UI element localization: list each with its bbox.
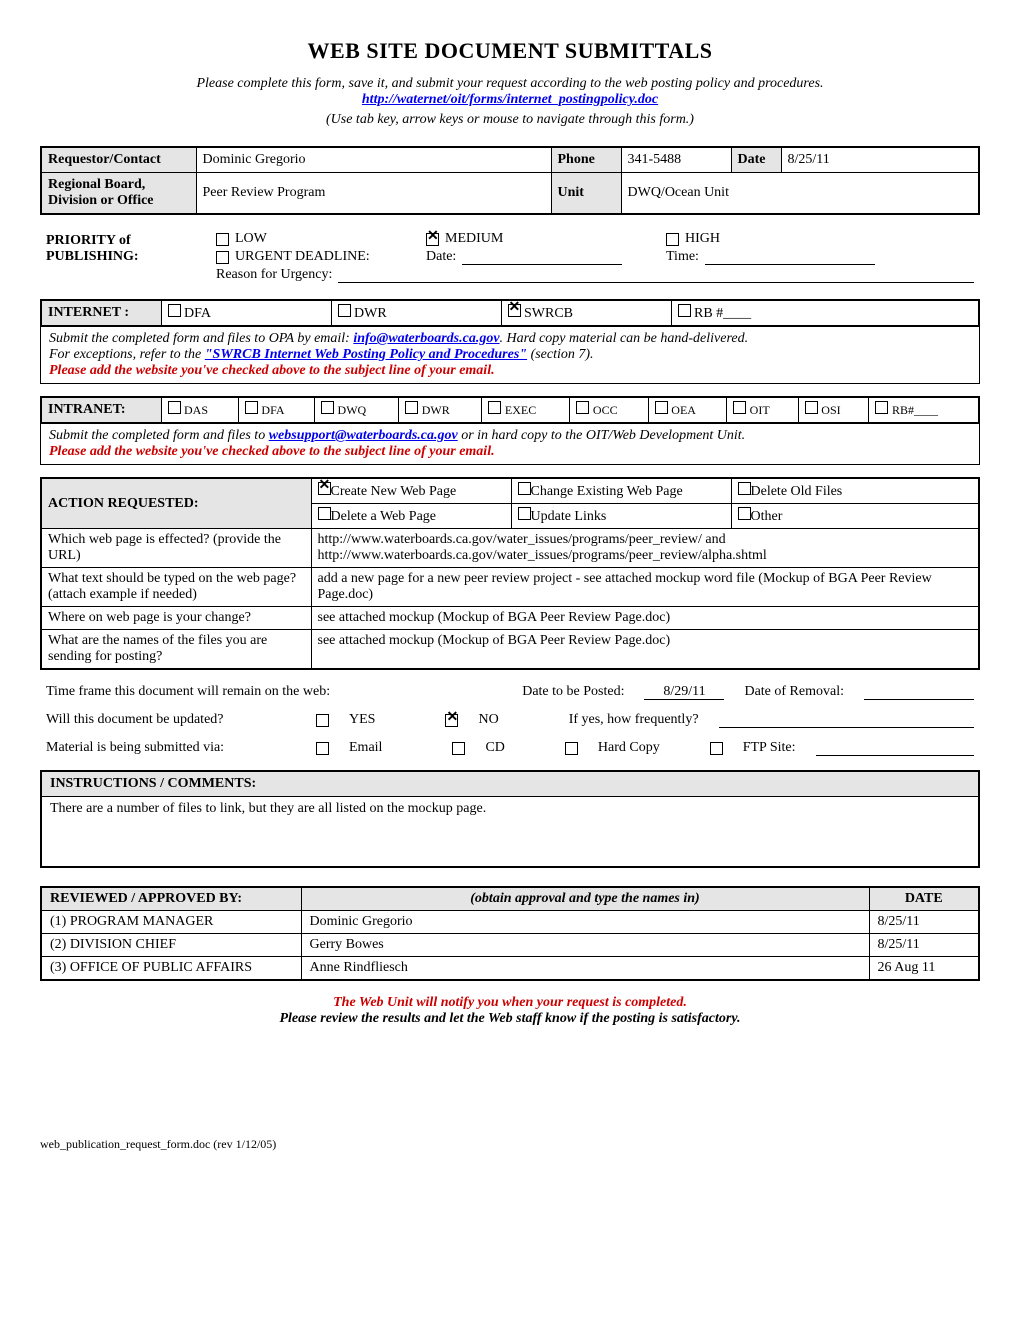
regional-value: Peer Review Program: [196, 173, 551, 215]
submitted-row: Material is being submitted via: Email C…: [40, 734, 980, 762]
checkbox-delete-files[interactable]: [738, 482, 751, 495]
checkbox-osi[interactable]: [805, 401, 818, 414]
checkbox-urgent[interactable]: [216, 251, 229, 264]
checkbox-rb[interactable]: [678, 304, 691, 317]
checkbox-no[interactable]: [445, 714, 458, 727]
intro-text: Please complete this form, save it, and …: [40, 76, 980, 108]
checkbox-email[interactable]: [316, 742, 329, 755]
answer-where: see attached mockup (Mockup of BGA Peer …: [311, 607, 979, 630]
phone-label: Phone: [551, 147, 621, 173]
checkbox-oea[interactable]: [655, 401, 668, 414]
checkbox-das[interactable]: [168, 401, 181, 414]
checkbox-cd[interactable]: [452, 742, 465, 755]
checkbox-swrcb[interactable]: [508, 304, 521, 317]
action-table: ACTION REQUESTED: Create New Web Page Ch…: [40, 477, 980, 670]
internet-policy-link[interactable]: "SWRCB Internet Web Posting Policy and P…: [205, 347, 527, 362]
checkbox-medium[interactable]: [426, 233, 439, 246]
instructions-table: INSTRUCTIONS / COMMENTS: There are a num…: [40, 770, 980, 868]
urgent-date-input[interactable]: [462, 249, 622, 265]
updated-row: Will this document be updated? YES NO If…: [40, 706, 980, 734]
posted-date: 8/29/11: [644, 684, 724, 700]
requestor-label: Requestor/Contact: [41, 147, 196, 173]
checkbox-rb2[interactable]: [875, 401, 888, 414]
checkbox-dwr[interactable]: [338, 304, 351, 317]
frequency-input[interactable]: [719, 712, 974, 728]
nav-note: (Use tab key, arrow keys or mouse to nav…: [40, 112, 980, 128]
date-label: Date: [731, 147, 781, 173]
page-title: WEB SITE DOCUMENT SUBMITTALS: [40, 38, 980, 64]
internet-note: Submit the completed form and files to O…: [40, 327, 980, 384]
checkbox-change-page[interactable]: [518, 482, 531, 495]
checkbox-ftp[interactable]: [710, 742, 723, 755]
regional-label: Regional Board, Division or Office: [41, 173, 196, 215]
intranet-email-link[interactable]: websupport@waterboards.ca.gov: [269, 428, 458, 443]
checkbox-update-links[interactable]: [518, 507, 531, 520]
table-row: (2) DIVISION CHIEFGerry Bowes8/25/11: [41, 933, 979, 956]
intranet-note: Submit the completed form and files to w…: [40, 424, 980, 465]
checkbox-high[interactable]: [666, 233, 679, 246]
date-value: 8/25/11: [781, 147, 979, 173]
requestor-value: Dominic Gregorio: [196, 147, 551, 173]
checkbox-dfa2[interactable]: [245, 401, 258, 414]
checkbox-exec[interactable]: [488, 401, 501, 414]
phone-value: 341-5488: [621, 147, 731, 173]
intranet-table: INTRANET: DAS DFA DWQ DWR EXEC OCC OEA O…: [40, 396, 980, 424]
checkbox-create-page[interactable]: [318, 482, 331, 495]
answer-url: http://www.waterboards.ca.gov/water_issu…: [311, 529, 979, 568]
priority-section: PRIORITY ofPUBLISHING: LOW MEDIUM HIGH U…: [40, 227, 980, 289]
internet-table: INTERNET : DFA DWR SWRCB RB #____: [40, 299, 980, 327]
timeframe-row: Time frame this document will remain on …: [40, 678, 980, 706]
checkbox-yes[interactable]: [316, 714, 329, 727]
approval-table: REVIEWED / APPROVED BY: (obtain approval…: [40, 886, 980, 981]
policy-link[interactable]: http://waternet/oit/forms/internet_posti…: [362, 92, 658, 107]
urgency-reason-input[interactable]: [338, 267, 974, 283]
footer-notes: The Web Unit will notify you when your r…: [40, 995, 980, 1027]
urgent-time-input[interactable]: [705, 249, 875, 265]
internet-email-link[interactable]: info@waterboards.ca.gov: [353, 331, 499, 346]
checkbox-oit[interactable]: [733, 401, 746, 414]
checkbox-occ[interactable]: [576, 401, 589, 414]
checkbox-low[interactable]: [216, 233, 229, 246]
unit-label: Unit: [551, 173, 621, 215]
checkbox-dwq[interactable]: [321, 401, 334, 414]
checkbox-other[interactable]: [738, 507, 751, 520]
file-footer: web_publication_request_form.doc (rev 1/…: [40, 1137, 980, 1152]
removal-date-input[interactable]: [864, 684, 974, 700]
checkbox-hardcopy[interactable]: [565, 742, 578, 755]
table-row: (3) OFFICE OF PUBLIC AFFAIRSAnne Rindfli…: [41, 956, 979, 980]
contact-table: Requestor/Contact Dominic Gregorio Phone…: [40, 146, 980, 215]
answer-files: see attached mockup (Mockup of BGA Peer …: [311, 630, 979, 670]
answer-text: add a new page for a new peer review pro…: [311, 568, 979, 607]
ftp-input[interactable]: [816, 740, 975, 756]
checkbox-delete-page[interactable]: [318, 507, 331, 520]
checkbox-dfa[interactable]: [168, 304, 181, 317]
table-row: (1) PROGRAM MANAGERDominic Gregorio8/25/…: [41, 910, 979, 933]
checkbox-dwr2[interactable]: [405, 401, 418, 414]
instructions-text: There are a number of files to link, but…: [41, 797, 979, 867]
unit-value: DWQ/Ocean Unit: [621, 173, 979, 215]
